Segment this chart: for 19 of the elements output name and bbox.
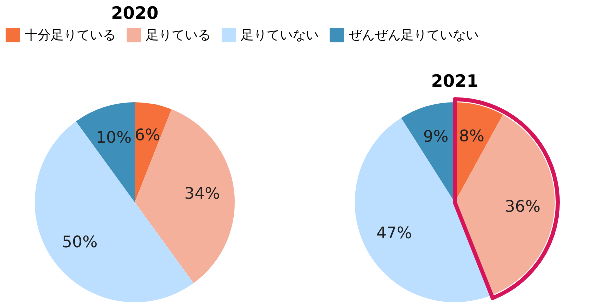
data-label: 47% <box>376 223 412 242</box>
legend-label: 足りていない <box>241 28 319 44</box>
legend-label: ぜんぜん足りていない <box>349 28 479 44</box>
data-label: 50% <box>62 232 98 252</box>
data-label: 9% <box>423 127 449 146</box>
data-label: 6% <box>135 126 160 145</box>
data-label: 8% <box>459 126 485 146</box>
pie-slice <box>76 102 135 202</box>
pie-slice <box>455 114 555 296</box>
data-label: 34% <box>184 184 220 203</box>
chart-title: 2020 <box>111 4 159 24</box>
legend-label: 十分足りている <box>25 28 116 44</box>
data-label: 10% <box>96 128 132 147</box>
legend-label: 足りている <box>146 28 211 44</box>
pie-slice <box>135 102 172 202</box>
data-label: 36% <box>505 196 541 216</box>
pie-slice <box>135 110 235 284</box>
pie-slice <box>355 118 492 302</box>
chart-title: 2021 <box>431 72 479 92</box>
